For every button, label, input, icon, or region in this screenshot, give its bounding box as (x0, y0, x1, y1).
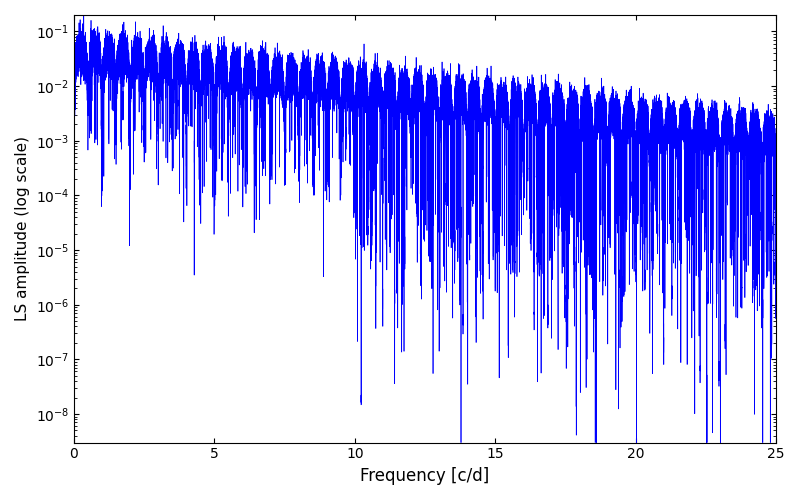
Y-axis label: LS amplitude (log scale): LS amplitude (log scale) (15, 136, 30, 322)
X-axis label: Frequency [c/d]: Frequency [c/d] (361, 467, 490, 485)
